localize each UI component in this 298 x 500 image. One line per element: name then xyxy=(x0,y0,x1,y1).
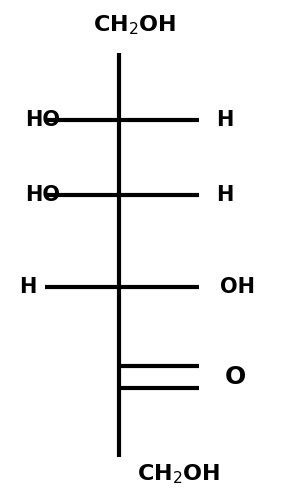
Text: OH: OH xyxy=(221,278,255,297)
Text: HO: HO xyxy=(25,185,60,205)
Text: CH$_2$OH: CH$_2$OH xyxy=(137,462,220,486)
Text: H: H xyxy=(19,278,36,297)
Text: HO: HO xyxy=(25,110,60,130)
Text: H: H xyxy=(216,110,233,130)
Text: H: H xyxy=(216,185,233,205)
Text: CH$_2$OH: CH$_2$OH xyxy=(93,14,176,38)
Text: O: O xyxy=(224,365,246,389)
